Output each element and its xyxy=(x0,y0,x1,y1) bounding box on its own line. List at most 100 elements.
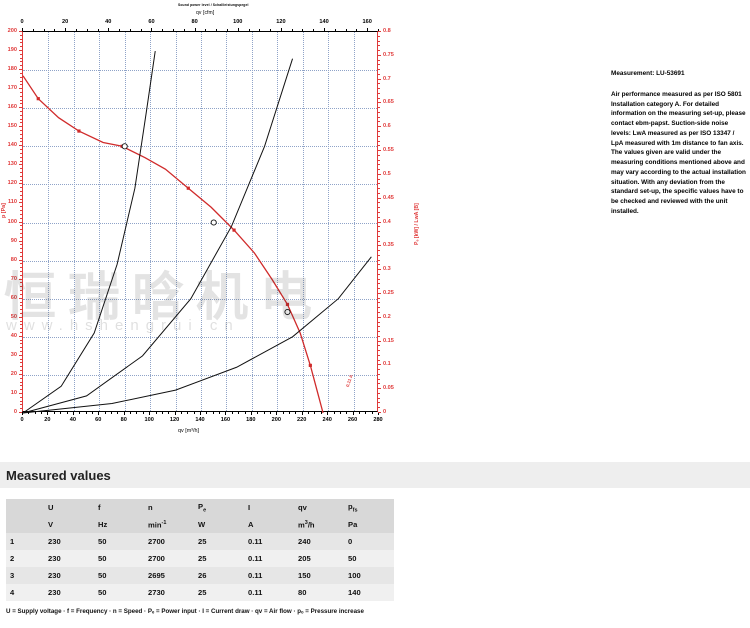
axis-tick xyxy=(20,160,22,162)
axis-tick xyxy=(20,305,22,307)
axis-tick xyxy=(378,45,380,47)
table-cell-n: 2730 xyxy=(144,584,194,601)
gridline-vertical xyxy=(99,32,101,411)
table-cell-no: 4 xyxy=(6,584,44,601)
axis-tick xyxy=(129,29,131,31)
axis-tick xyxy=(19,412,22,413)
axis-tick xyxy=(20,34,22,36)
axis-tick xyxy=(20,396,22,398)
table-cell-qv: 205 xyxy=(294,550,344,567)
curve-data-marker xyxy=(308,363,312,367)
axis-tick xyxy=(173,29,175,31)
gridline-vertical xyxy=(73,32,75,411)
axis-tick xyxy=(20,267,22,269)
axis-tick xyxy=(20,42,22,44)
axis-tick xyxy=(19,183,22,185)
axis-tick-label: 20 xyxy=(44,417,51,423)
gridline-vertical xyxy=(150,32,152,411)
axis-tick xyxy=(378,207,380,209)
axis-tick xyxy=(378,126,381,128)
axis-tick xyxy=(378,392,380,394)
curve-data-marker xyxy=(186,186,190,190)
axis-tick xyxy=(200,412,201,415)
axis-tick xyxy=(367,28,369,31)
axis-tick-label: 40 xyxy=(105,19,112,25)
right-axis-title: Pₑ [kW] / LwA [B] xyxy=(414,203,420,245)
axis-tick-label: 80 xyxy=(120,417,127,423)
axis-tick xyxy=(19,373,22,375)
axis-tick xyxy=(257,412,259,414)
axis-tick xyxy=(20,282,22,284)
axis-tick xyxy=(54,29,56,31)
gridline-vertical xyxy=(124,32,126,411)
axis-tick xyxy=(20,377,22,379)
axis-tick xyxy=(20,385,22,387)
gridline-vertical xyxy=(302,32,304,411)
gridline-vertical xyxy=(175,32,177,411)
axis-tick xyxy=(180,412,182,414)
table-symbol-header-cell: qv xyxy=(294,499,344,516)
axis-tick-label: 120 xyxy=(169,417,180,423)
axis-tick xyxy=(378,402,380,404)
table-cell-n: 2700 xyxy=(144,550,194,567)
axis-tick xyxy=(280,28,282,31)
axis-tick xyxy=(174,412,176,415)
axis-tick xyxy=(19,297,22,299)
axis-tick xyxy=(20,263,22,265)
axis-tick xyxy=(22,28,23,31)
axis-tick xyxy=(20,175,22,177)
table-cell-f: 50 xyxy=(94,584,144,601)
axis-tick xyxy=(32,29,34,31)
axis-tick-label: 190 xyxy=(7,47,17,54)
table-symbol-header-cell: Pe xyxy=(194,499,244,516)
axis-tick xyxy=(108,28,110,31)
axis-tick xyxy=(237,28,239,31)
axis-tick xyxy=(47,412,49,415)
table-cell-no: 3 xyxy=(6,567,44,584)
operating-point-marker xyxy=(121,143,128,150)
axis-tick xyxy=(20,103,22,105)
axis-tick xyxy=(378,211,380,213)
table-cell-f: 50 xyxy=(94,567,144,584)
axis-tick-label: 0.1 xyxy=(383,361,391,368)
axis-tick xyxy=(20,366,22,368)
axis-tick xyxy=(19,88,22,90)
gridline-horizontal xyxy=(23,336,377,338)
axis-tick xyxy=(378,140,380,142)
axis-tick xyxy=(378,412,381,413)
table-cell-I: 0.11 xyxy=(244,550,294,567)
axis-tick xyxy=(378,31,381,32)
axis-tick-label: 60 xyxy=(148,19,155,25)
axis-tick xyxy=(314,412,316,414)
axis-tick-label: 0.15 xyxy=(383,337,394,344)
gridline-vertical xyxy=(277,32,279,411)
axis-tick xyxy=(20,141,22,143)
table-unit-header-cell: A xyxy=(244,516,294,533)
axis-tick xyxy=(378,29,379,31)
left-axis-title: p [Pa] xyxy=(1,203,7,218)
axis-tick xyxy=(117,412,119,414)
axis-tick-label: 0 xyxy=(383,409,387,415)
table-cell-I: 0.11 xyxy=(244,584,294,601)
axis-tick xyxy=(19,278,22,280)
axis-tick xyxy=(378,50,380,52)
axis-tick xyxy=(20,72,22,74)
gridline-horizontal xyxy=(23,70,377,72)
axis-tick-label: 170 xyxy=(7,85,17,92)
table-cell-f: 50 xyxy=(94,533,144,550)
table-unit-header-cell xyxy=(6,516,44,533)
curve-data-marker xyxy=(285,302,290,307)
axis-tick xyxy=(205,29,207,31)
gridline-horizontal xyxy=(23,374,377,376)
axis-tick xyxy=(20,339,22,341)
gridline-vertical xyxy=(226,32,228,411)
axis-tick-label: 0.45 xyxy=(383,194,394,201)
axis-tick xyxy=(20,76,22,78)
axis-tick xyxy=(378,135,380,137)
table-cell-U: 230 xyxy=(44,533,94,550)
axis-tick xyxy=(238,412,240,414)
table-symbol-header-cell: U xyxy=(44,499,94,516)
axis-tick xyxy=(320,412,322,414)
